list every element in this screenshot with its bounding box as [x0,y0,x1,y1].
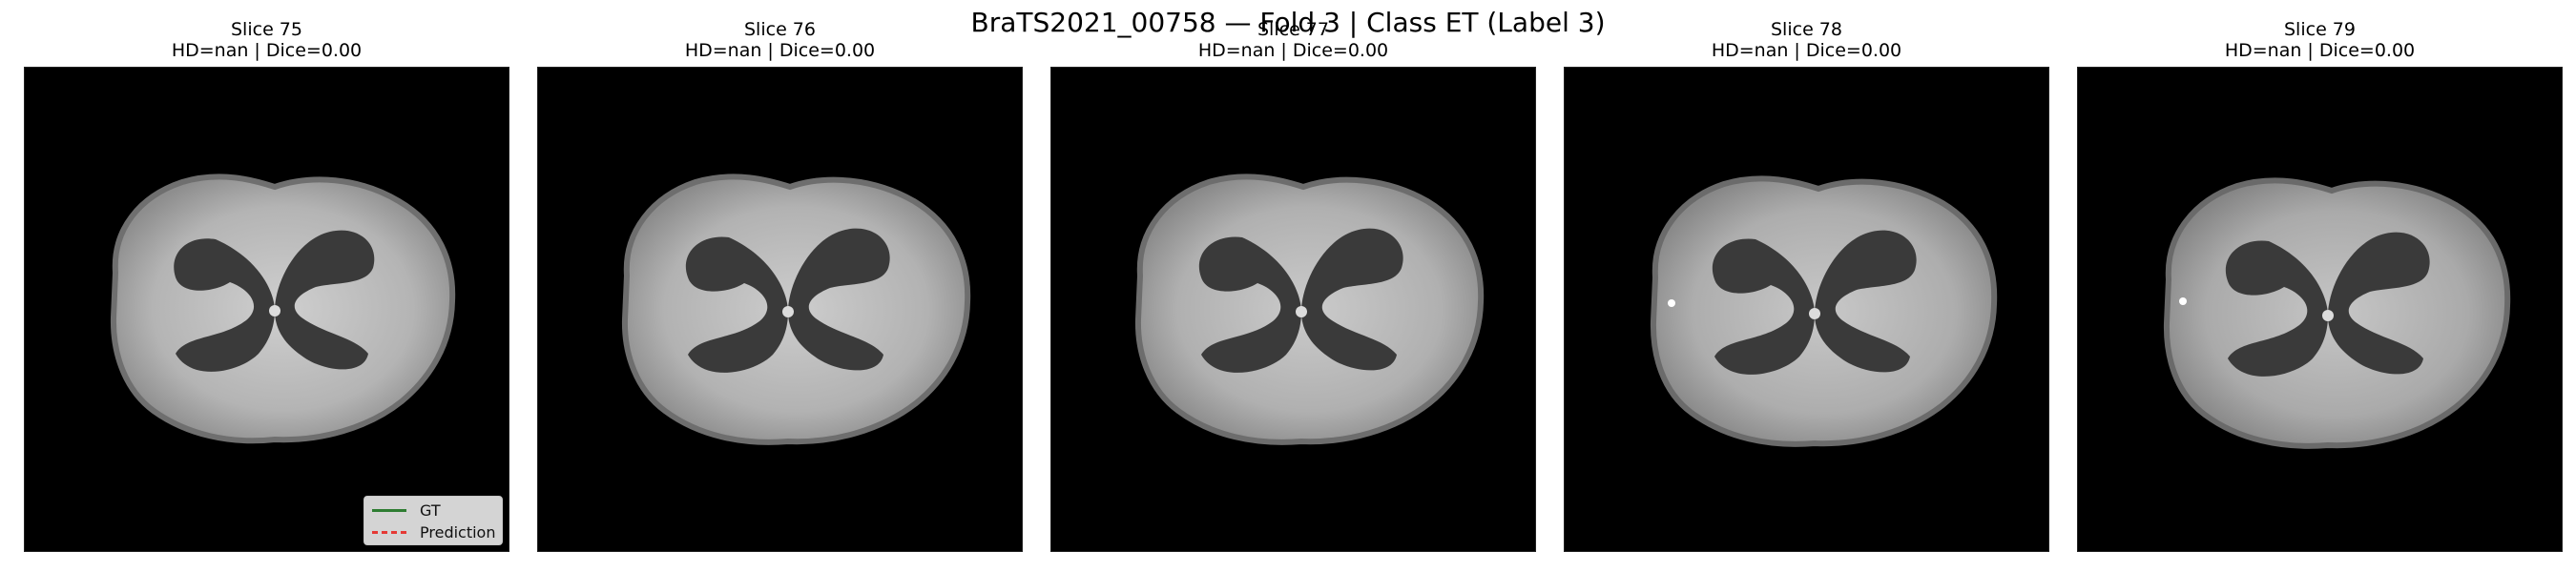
gt-line-icon [372,508,406,512]
slice-panel-77: Slice 77 HD=nan | Dice=0.00 [1050,0,1536,572]
slice-label: Slice 79 [2284,19,2356,40]
slice-panel-78: Slice 78 HD=nan | Dice=0.00 [1564,0,2049,572]
metrics-label: HD=nan | Dice=0.00 [2224,40,2416,61]
figure-title: BraTS2021_00758 — Fold 3 | Class ET (Lab… [970,7,1606,38]
mri-slice-image [1050,67,1536,552]
slice-label: Slice 76 [744,19,816,40]
metrics-label: HD=nan | Dice=0.00 [1711,40,1902,61]
prediction-line-icon [372,530,406,534]
slice-panel-76: Slice 76 HD=nan | Dice=0.00 [537,0,1023,572]
legend-item-gt: GT [372,500,441,521]
mri-slice-image [2077,67,2563,552]
legend: GT Prediction [364,496,503,545]
metrics-label: HD=nan | Dice=0.00 [1197,40,1389,61]
panel-title: Slice 77 HD=nan | Dice=0.00 [1051,19,1535,61]
panel-title: Slice 78 HD=nan | Dice=0.00 [1565,19,2048,61]
slice-label: Slice 77 [1257,19,1329,40]
mri-slice-image [537,67,1023,552]
metrics-label: HD=nan | Dice=0.00 [684,40,876,61]
panel-title: Slice 79 HD=nan | Dice=0.00 [2078,19,2562,61]
slice-label: Slice 78 [1771,19,1842,40]
legend-prediction-label: Prediction [420,522,496,541]
panel-title: Slice 76 HD=nan | Dice=0.00 [538,19,1022,61]
legend-gt-label: GT [420,500,441,520]
slice-panel-79: Slice 79 HD=nan | Dice=0.00 [2077,0,2563,572]
slice-panel-75: Slice 75 HD=nan | Dice=0.00 GT [24,0,509,572]
metrics-label: HD=nan | Dice=0.00 [171,40,363,61]
legend-item-prediction: Prediction [372,521,495,542]
panel-title: Slice 75 HD=nan | Dice=0.00 [25,19,509,61]
mri-slice-image [1564,67,2049,552]
mri-slice-image: GT Prediction [24,67,509,552]
slice-label: Slice 75 [231,19,302,40]
